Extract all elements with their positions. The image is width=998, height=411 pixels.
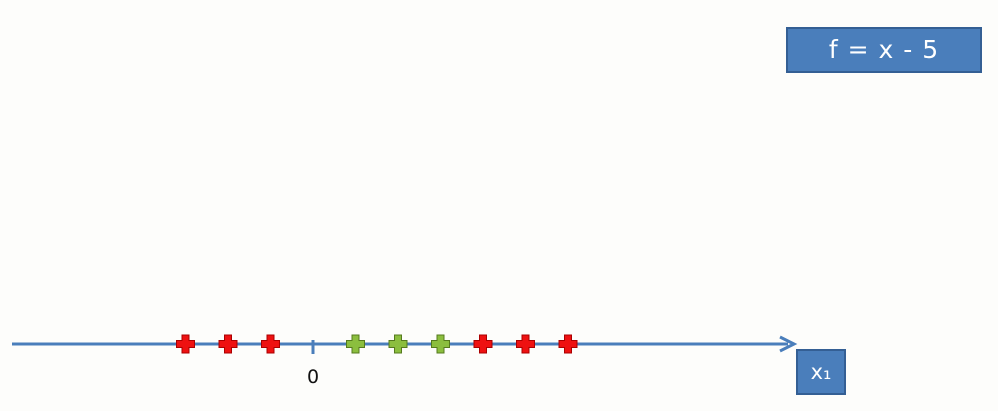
formula-box: f = x - 5	[786, 27, 982, 73]
red-plus-marker-8	[516, 334, 535, 354]
axis-arrowhead	[779, 335, 798, 353]
green-plus-marker-6	[431, 334, 450, 354]
red-plus-marker-2	[218, 334, 238, 354]
red-plus-marker-7	[473, 334, 493, 354]
formula-text: f = x - 5	[828, 35, 940, 64]
green-plus-marker-4	[346, 334, 365, 354]
axis-label-text: x₁	[810, 360, 832, 384]
axis-label-box: x₁	[796, 349, 846, 395]
red-plus-marker-1	[176, 334, 195, 354]
green-plus-marker-5	[388, 334, 408, 354]
red-plus-marker-3	[261, 334, 280, 354]
data-points	[176, 334, 578, 354]
origin-tick-label: 0	[307, 366, 319, 388]
red-plus-marker-9	[558, 334, 578, 354]
